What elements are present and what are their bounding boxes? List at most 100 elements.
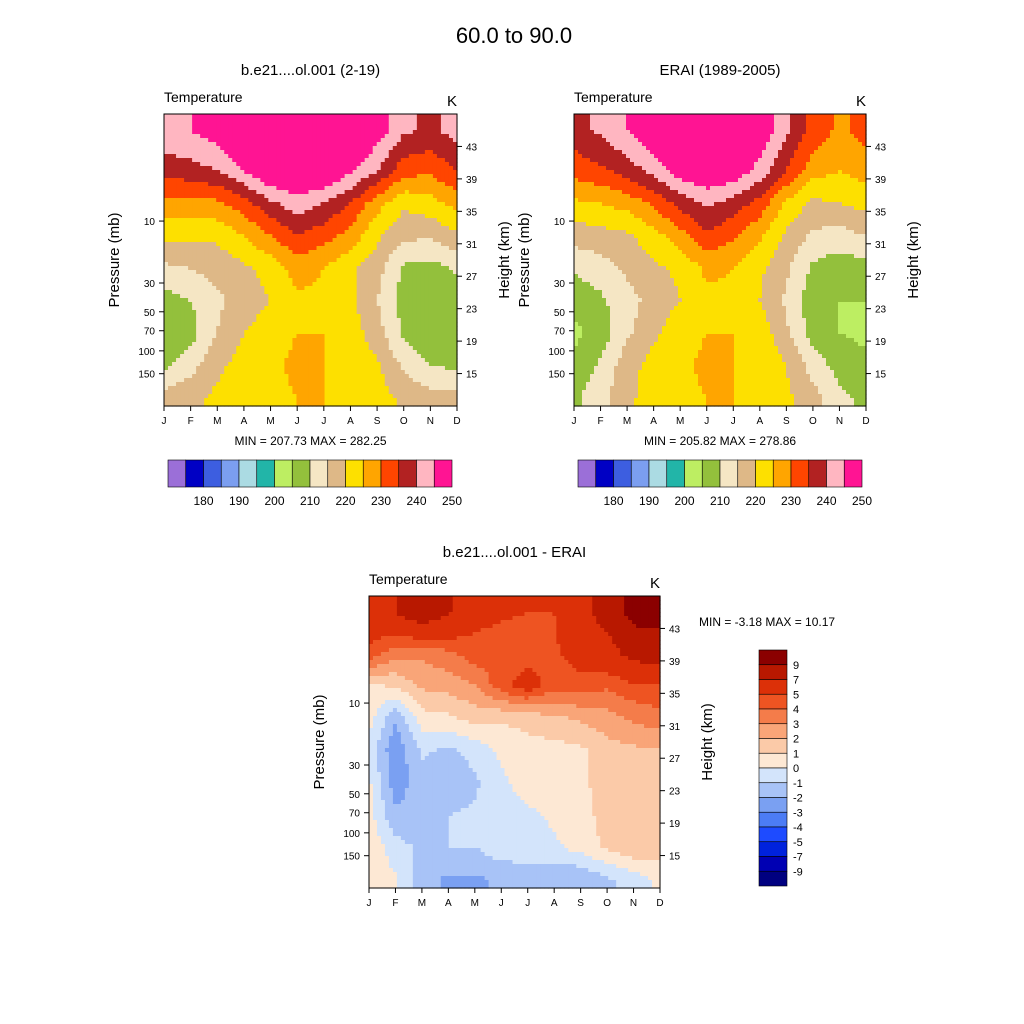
field-cell xyxy=(384,342,390,347)
field-cell xyxy=(268,290,273,295)
field-cell xyxy=(344,162,350,167)
field-cell xyxy=(204,290,209,295)
field-cell xyxy=(388,334,394,339)
field-cell xyxy=(232,294,237,299)
field-cell xyxy=(236,370,241,375)
field-cell xyxy=(340,186,346,191)
field-cell xyxy=(208,346,213,351)
field-cell xyxy=(272,358,277,363)
field-cell xyxy=(304,346,310,351)
field-cell xyxy=(236,294,241,299)
field-cell xyxy=(248,338,253,343)
field-cell xyxy=(296,226,302,231)
field-cell xyxy=(208,326,213,331)
field-cell xyxy=(336,234,342,239)
field-cell xyxy=(240,142,245,147)
field-cell xyxy=(316,122,322,127)
field-cell xyxy=(388,126,394,131)
field-cell xyxy=(452,274,458,279)
field-cell xyxy=(296,222,302,227)
field-cell xyxy=(252,318,257,323)
field-cell xyxy=(396,142,402,147)
field-cell xyxy=(312,358,318,363)
field-cell xyxy=(440,266,446,271)
field-cell xyxy=(272,274,277,279)
field-cell xyxy=(292,118,298,123)
field-cell xyxy=(316,274,322,279)
field-cell xyxy=(216,126,221,131)
field-cell xyxy=(264,382,269,387)
field-cell xyxy=(332,238,338,243)
field-cell xyxy=(284,230,290,235)
field-cell xyxy=(424,194,430,199)
field-cell xyxy=(404,122,410,127)
field-cell xyxy=(164,214,169,219)
field-cell xyxy=(380,202,386,207)
field-cell xyxy=(312,338,318,343)
field-cell xyxy=(220,366,225,371)
field-cell xyxy=(452,166,458,171)
field-cell xyxy=(216,378,221,383)
field-cell xyxy=(368,118,374,123)
field-cell xyxy=(448,214,454,219)
field-cell xyxy=(188,330,193,335)
field-cell xyxy=(228,214,233,219)
field-cell xyxy=(188,146,193,151)
field-cell xyxy=(300,246,306,251)
field-cell xyxy=(264,210,269,215)
field-cell xyxy=(304,114,310,119)
field-cell xyxy=(316,214,322,219)
field-cell xyxy=(232,130,237,135)
field-cell xyxy=(292,218,298,223)
field-cell xyxy=(368,358,374,363)
field-cell xyxy=(172,254,177,259)
field-cell xyxy=(164,354,169,359)
field-cell xyxy=(452,114,458,119)
field-cell xyxy=(440,214,446,219)
field-cell xyxy=(376,114,382,119)
field-cell xyxy=(420,258,426,263)
field-cell xyxy=(240,294,245,299)
field-cell xyxy=(348,234,354,239)
field-cell xyxy=(340,258,346,263)
field-cell xyxy=(284,170,290,175)
field-cell xyxy=(392,294,398,299)
field-cell xyxy=(420,198,426,203)
field-cell xyxy=(432,354,438,359)
field-cell xyxy=(256,354,261,359)
field-cell xyxy=(184,242,189,247)
field-cell xyxy=(248,322,253,327)
field-cell xyxy=(312,150,318,155)
field-cell xyxy=(440,298,446,303)
field-cell xyxy=(200,334,205,339)
field-cell xyxy=(272,118,277,123)
field-cell xyxy=(296,130,302,135)
field-cell xyxy=(452,382,458,387)
field-cell xyxy=(276,158,281,163)
field-cell xyxy=(204,326,209,331)
field-cell xyxy=(208,138,213,143)
field-cell xyxy=(220,354,225,359)
field-cell xyxy=(252,166,257,171)
field-cell xyxy=(428,186,434,191)
field-cell xyxy=(252,158,257,163)
field-cell xyxy=(180,146,185,151)
field-cell xyxy=(428,242,434,247)
field-cell xyxy=(184,382,189,387)
field-cell xyxy=(324,366,330,371)
field-cell xyxy=(424,274,430,279)
field-cell xyxy=(200,270,205,275)
field-cell xyxy=(164,234,169,239)
field-cell xyxy=(244,114,249,119)
field-cell xyxy=(332,310,338,315)
field-cell xyxy=(204,230,209,235)
field-cell xyxy=(272,262,277,267)
field-cell xyxy=(376,130,382,135)
field-cell xyxy=(288,322,294,327)
field-cell xyxy=(236,138,241,143)
field-cell xyxy=(384,158,390,163)
field-cell xyxy=(256,358,261,363)
field-cell xyxy=(448,306,454,311)
field-cell xyxy=(236,326,241,331)
field-cell xyxy=(424,262,430,267)
